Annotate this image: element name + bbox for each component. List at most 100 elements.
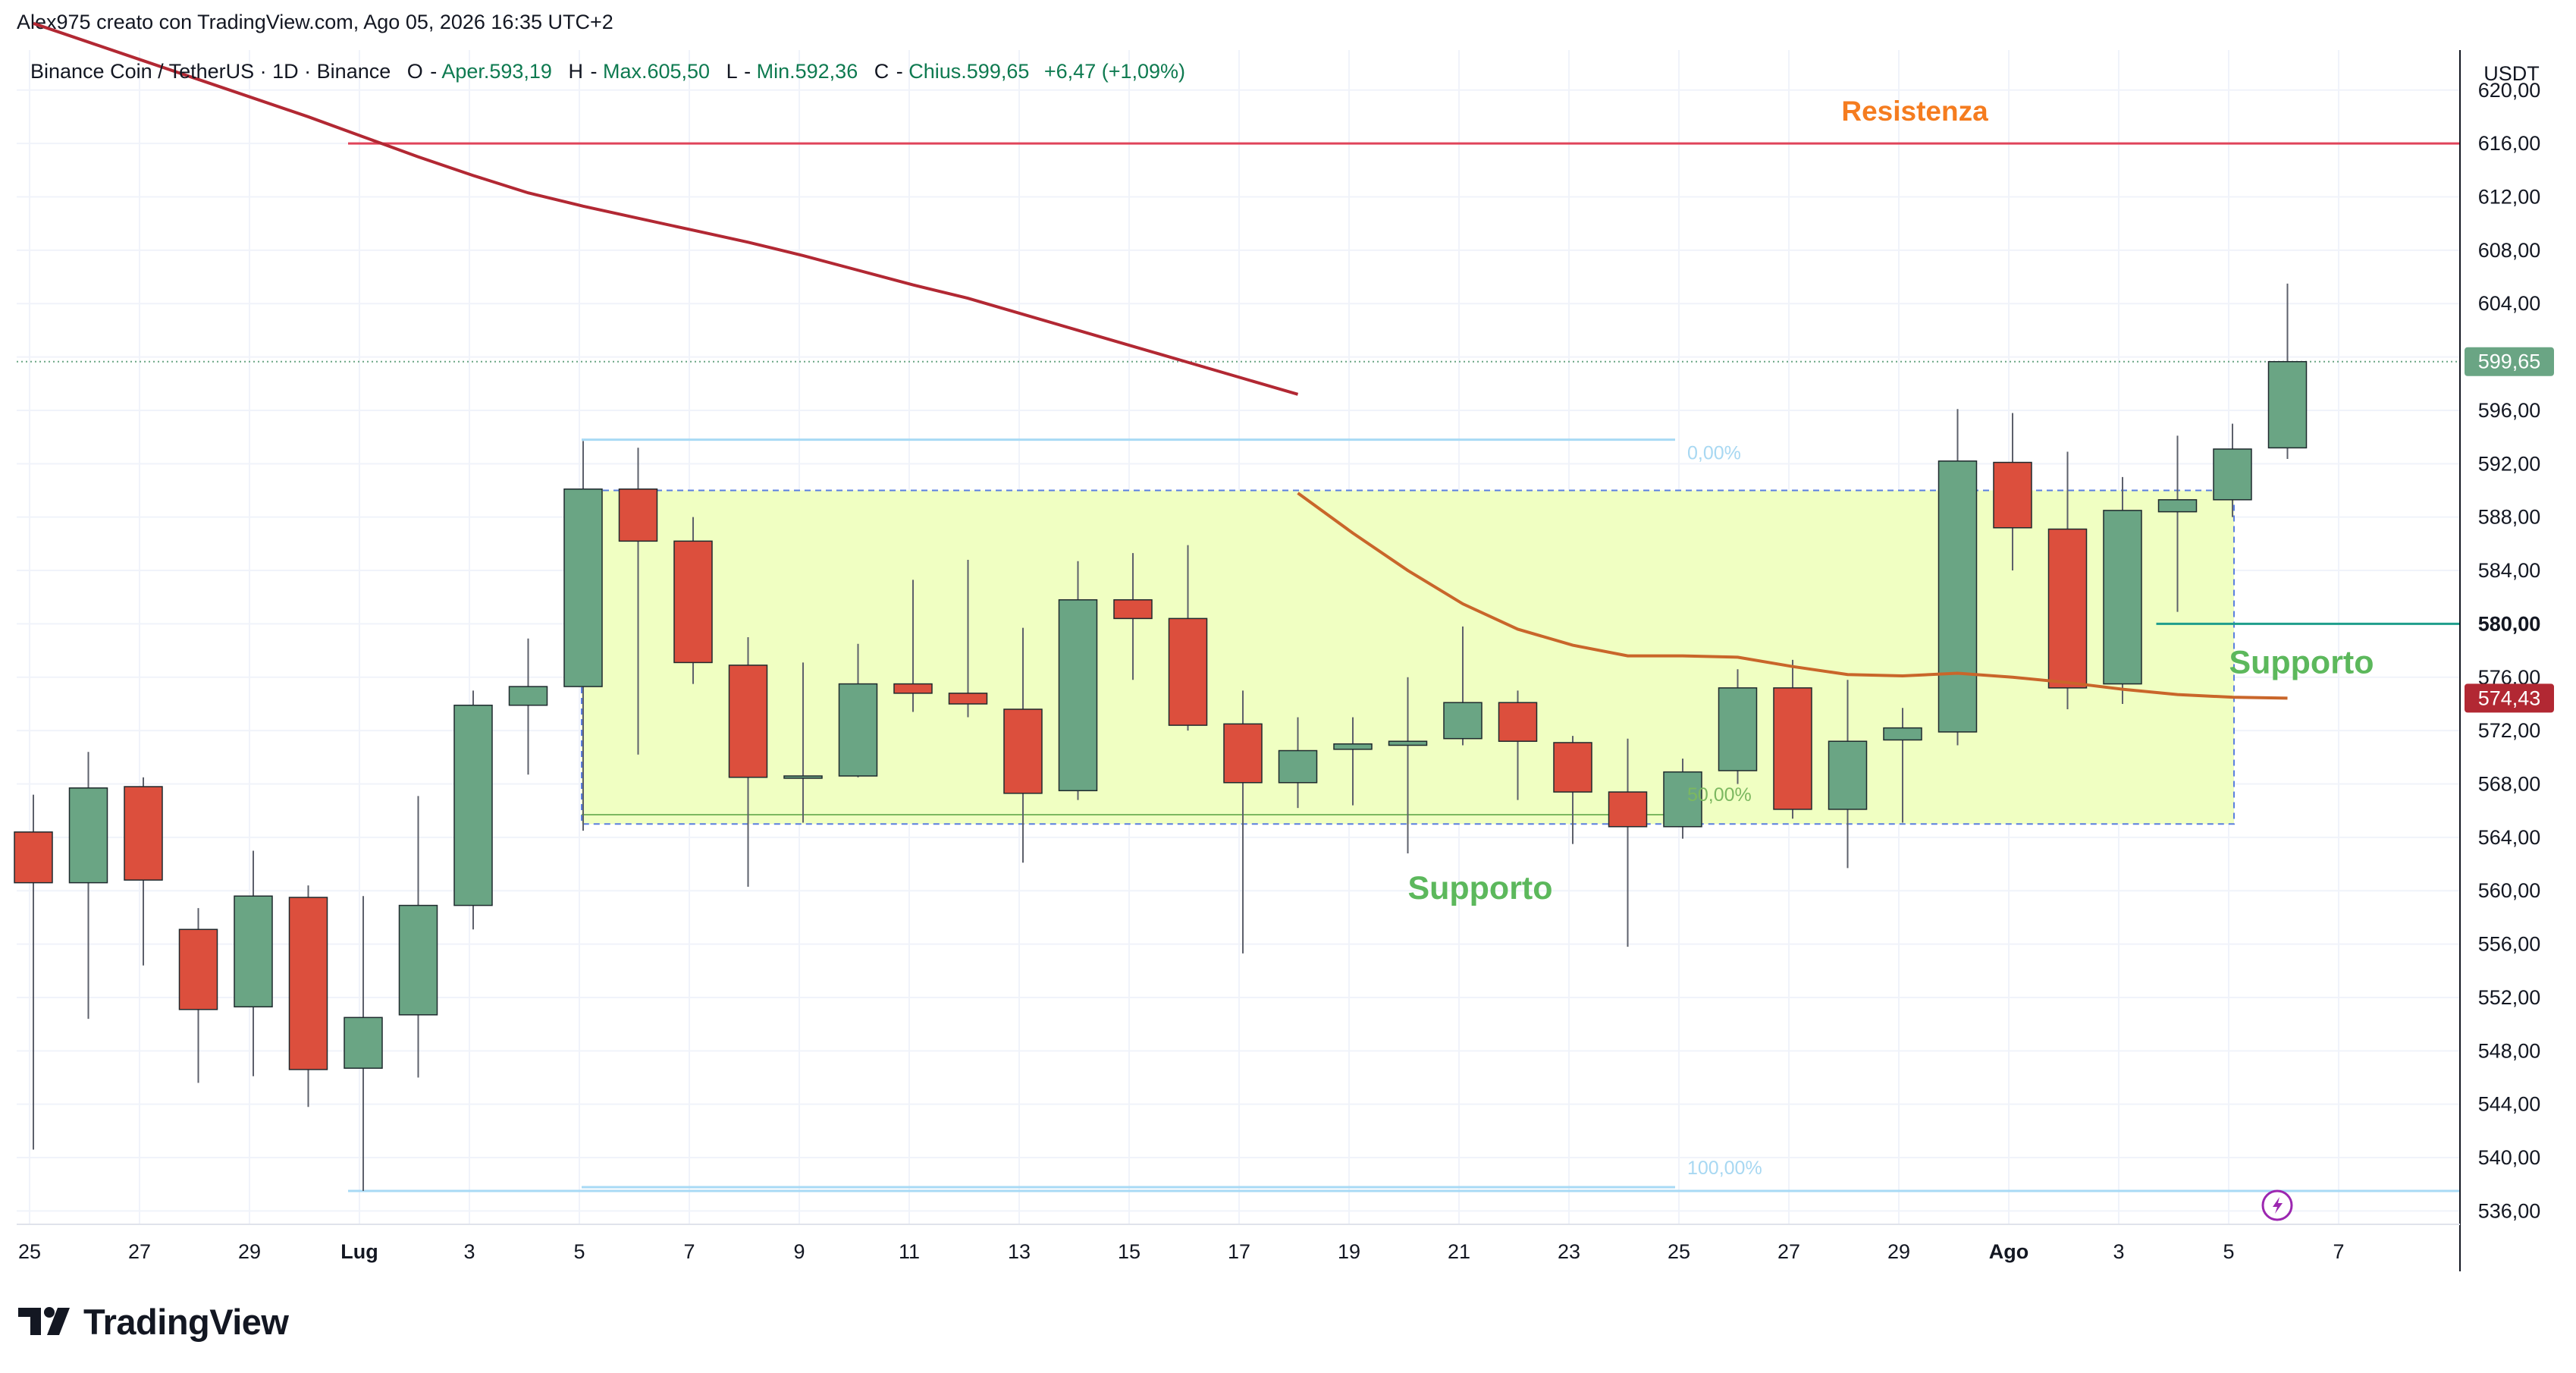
time-tick-label: 5 <box>573 1240 585 1263</box>
time-tick-label: 27 <box>128 1240 151 1263</box>
candle <box>618 448 658 755</box>
candle <box>783 662 823 823</box>
candle <box>673 517 713 684</box>
candle <box>1553 736 1592 844</box>
price-tick-label: 584,00 <box>2478 559 2541 582</box>
candle-body <box>68 787 108 884</box>
candle <box>508 638 548 775</box>
ma-value-badge: 574,43 <box>2465 683 2554 713</box>
candle <box>14 794 53 1150</box>
candle-body <box>2267 360 2308 449</box>
candle <box>1883 708 1922 823</box>
price-tick-label: 552,00 <box>2478 986 2541 1009</box>
candle-body <box>1498 702 1538 742</box>
time-axis[interactable]: 25 27 29 Lug 3 5 7 9 11 13 15 17 19 21 23 25 27 29 Ago 3 5 7 <box>18 1240 2345 1263</box>
price-tick-label: 616,00 <box>2478 132 2541 155</box>
last-price-value: 599,65 <box>2478 350 2541 373</box>
candle <box>68 752 108 1020</box>
legend-change: +6,47 (+1,09%) <box>1044 60 1185 83</box>
ma-value: 574,43 <box>2478 686 2541 709</box>
annotations: Resistenza Supporto Supporto 0,00% 50,00% 100… <box>1407 96 2374 1179</box>
candle-body <box>1993 461 2032 529</box>
candle-body <box>178 928 218 1010</box>
candle <box>453 690 493 930</box>
candle <box>728 637 768 887</box>
candle <box>398 796 438 1078</box>
candle-body <box>1168 617 1208 726</box>
candle-body <box>453 704 493 906</box>
price-tick-label: 580,00 <box>2478 612 2541 635</box>
candle <box>1223 690 1263 954</box>
candle <box>2213 423 2252 517</box>
candle-body <box>1443 702 1483 740</box>
candle <box>1113 553 1153 680</box>
svg-text:Binance Coin / TetherUS · 1D ·: Binance Coin / TetherUS · 1D · Binance O… <box>30 60 1185 83</box>
time-tick-label: 21 <box>1448 1240 1470 1263</box>
price-tick-label: 540,00 <box>2478 1146 2541 1169</box>
time-tick-label: 25 <box>1668 1240 1690 1263</box>
currency-label[interactable]: USDT <box>2483 62 2540 85</box>
candle-body <box>1553 742 1592 793</box>
candle <box>2047 451 2088 709</box>
time-tick-label: 19 <box>1338 1240 1360 1263</box>
candle <box>1168 545 1208 731</box>
candle-body <box>1883 727 1922 741</box>
candle <box>1718 669 1758 784</box>
time-tick-label: 7 <box>2333 1240 2344 1263</box>
candle-body <box>1333 743 1373 750</box>
candle <box>1333 717 1373 806</box>
candle <box>1608 738 1648 947</box>
time-tick-label: 3 <box>463 1240 475 1263</box>
candle <box>893 580 933 712</box>
candle <box>1058 561 1098 800</box>
support-right-label: Supporto <box>2229 644 2374 680</box>
candle-body <box>563 488 603 687</box>
time-tick-label: 25 <box>18 1240 41 1263</box>
price-tick-label: 604,00 <box>2478 292 2541 315</box>
candle-body <box>344 1016 383 1069</box>
price-tick-label: 560,00 <box>2478 879 2541 902</box>
time-tick-label: 29 <box>238 1240 261 1263</box>
candle <box>1663 759 1702 839</box>
candle-body <box>893 683 933 694</box>
legend-symbol: Binance Coin / TetherUS · 1D · Binance <box>30 60 391 83</box>
time-tick-label: 5 <box>2223 1240 2234 1263</box>
candle <box>1388 677 1428 853</box>
legend-open: Aper.593,19 <box>441 60 552 83</box>
legend-low-label: L <box>726 60 738 83</box>
candle <box>2103 476 2142 704</box>
candle-body <box>1773 687 1812 810</box>
candle-body <box>1663 771 1702 828</box>
legend-close-label: C <box>874 60 890 83</box>
candle-body <box>1278 749 1318 784</box>
price-axis[interactable]: 620,00616,00612,00608,00604,00600,00596,… <box>2478 79 2541 1223</box>
candle-body <box>673 540 713 664</box>
candle-body <box>1113 599 1153 620</box>
candle <box>288 885 328 1108</box>
candle <box>2157 435 2198 612</box>
fib-50-label: 50,00% <box>1687 784 1752 806</box>
last-price-badge: 599,65 <box>2465 347 2554 376</box>
time-tick-label: 7 <box>683 1240 695 1263</box>
candle-body <box>2213 448 2252 501</box>
candle-body <box>1718 687 1758 771</box>
candle <box>234 850 273 1076</box>
candle <box>838 643 878 778</box>
time-tick-label: 17 <box>1228 1240 1250 1263</box>
support-level-tick: 580,00 <box>2478 612 2541 635</box>
time-tick-label: 29 <box>1887 1240 1910 1263</box>
price-tick-label: 588,00 <box>2478 506 2541 529</box>
candle-body <box>2047 528 2088 689</box>
time-tick-label: 11 <box>899 1240 920 1263</box>
price-tick-label: 596,00 <box>2478 399 2541 422</box>
price-tick-label: 620,00 <box>2478 79 2541 102</box>
time-tick-label: 15 <box>1118 1240 1141 1263</box>
price-tick-label: 564,00 <box>2478 826 2541 849</box>
alert-icon[interactable] <box>2261 1189 2293 1221</box>
candles <box>14 283 2308 1192</box>
price-tick-label: 556,00 <box>2478 933 2541 956</box>
candle-body <box>1003 708 1043 794</box>
support-low-label: Supporto <box>1407 870 1552 906</box>
time-tick-label: 27 <box>1777 1240 1800 1263</box>
